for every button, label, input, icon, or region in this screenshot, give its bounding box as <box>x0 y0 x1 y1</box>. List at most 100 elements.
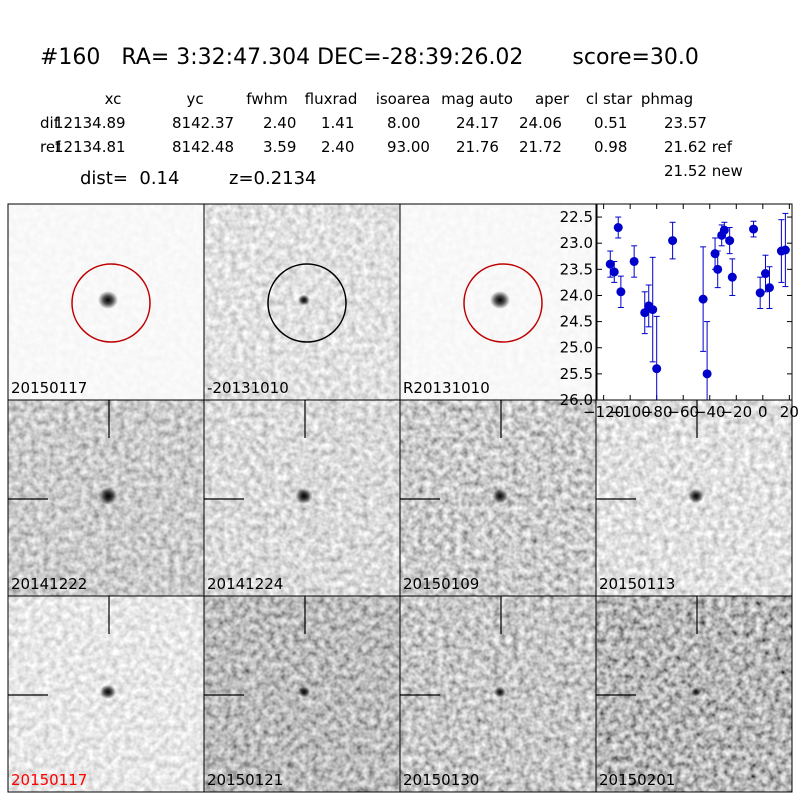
dist: dist= 0.14 <box>80 168 179 189</box>
point <box>749 224 759 234</box>
point <box>702 369 712 379</box>
image-panel: 20150113 <box>595 399 793 597</box>
column-header: phmag <box>641 90 693 108</box>
image-panel: 20141222 <box>7 399 205 597</box>
panel-label: -20131010 <box>207 379 289 397</box>
y-tick-label: 25.5 <box>560 365 593 383</box>
point <box>755 288 765 298</box>
plot-area <box>597 204 792 400</box>
cell: 24.06 <box>519 114 562 132</box>
x-tick-label: −40 <box>694 403 726 421</box>
x-tick-label: −100 <box>610 403 651 421</box>
panel-label: 20150117 <box>11 771 87 789</box>
cell: 2.40 <box>321 138 354 156</box>
source <box>492 488 508 504</box>
aperture <box>71 263 151 343</box>
point <box>764 283 774 293</box>
source <box>490 291 510 309</box>
x-tick-label: −60 <box>667 403 699 421</box>
source <box>298 294 310 306</box>
plot-border <box>596 203 793 401</box>
source <box>100 684 116 700</box>
y-tick-label: 25.0 <box>560 339 593 357</box>
cell: 8142.37 <box>172 114 234 132</box>
y-tick-label: 24.0 <box>560 286 593 304</box>
cell: 0.51 <box>594 114 627 132</box>
panel-label: 20150117 <box>11 379 87 397</box>
point <box>609 267 619 277</box>
points <box>605 212 790 400</box>
panel-label: R20131010 <box>403 379 490 397</box>
cell: 0.98 <box>594 138 627 156</box>
cell: 93.00 <box>387 138 430 156</box>
cell: 12134.81 <box>54 138 126 156</box>
cell: 23.57 <box>664 114 707 132</box>
cell: 1.41 <box>321 114 354 132</box>
y-tick-label: 23.5 <box>560 260 593 278</box>
column-header: fluxrad <box>305 90 358 108</box>
point <box>780 245 790 255</box>
column-header: isoarea <box>376 90 431 108</box>
redshift: z=0.2134 <box>229 168 317 189</box>
source <box>494 686 506 698</box>
cell: 8142.48 <box>172 138 234 156</box>
image-panel: R20131010 <box>399 203 597 401</box>
point <box>648 305 658 315</box>
panel-label: 20150109 <box>403 575 479 593</box>
panel-label: 20150113 <box>599 575 675 593</box>
row-label: dif <box>40 114 60 132</box>
column-header: cl star <box>586 90 633 108</box>
panel-border <box>595 595 793 793</box>
y-tick-label: 22.5 <box>560 208 593 226</box>
source <box>98 487 118 505</box>
source <box>295 487 313 505</box>
point <box>713 264 723 274</box>
aperture <box>463 263 543 343</box>
column-header: yc <box>186 90 203 108</box>
point <box>698 294 708 304</box>
point <box>616 287 626 297</box>
image-panel: 20150201 <box>595 595 793 793</box>
cell: 21.72 <box>519 138 562 156</box>
x-tick-label: 0 <box>758 403 768 421</box>
x-tick-label: −20 <box>720 403 752 421</box>
point <box>652 364 662 374</box>
cell: 3.59 <box>263 138 296 156</box>
y-tick-label: 23.0 <box>560 234 593 252</box>
source <box>691 687 701 697</box>
cell: 21.62 ref <box>664 138 733 156</box>
panel-label: 20150201 <box>599 771 675 789</box>
point <box>668 236 678 246</box>
title: #160 RA= 3:32:47.304 DEC=-28:39:26.02 sc… <box>40 45 699 70</box>
point <box>760 269 770 279</box>
panel-label: 20150121 <box>207 771 283 789</box>
image-panel: -20131010 <box>203 203 401 401</box>
cell: 12134.89 <box>54 114 126 132</box>
image-panel: 20150109 <box>399 399 597 597</box>
image-panel: 20150117 <box>7 203 205 401</box>
cell: 2.40 <box>263 114 296 132</box>
row-label: ref <box>40 138 61 156</box>
point <box>605 259 615 269</box>
extra-mag: 21.52 new <box>664 162 743 180</box>
aperture <box>267 263 347 343</box>
image-panel: 20141224 <box>203 399 401 597</box>
point <box>629 256 639 266</box>
column-header: xc <box>105 90 122 108</box>
panel-label: 20141222 <box>11 575 87 593</box>
cell: 24.17 <box>456 114 499 132</box>
panel-label: 20150130 <box>403 771 479 789</box>
point <box>640 308 650 318</box>
point <box>613 223 623 233</box>
cell: 21.76 <box>456 138 499 156</box>
image-panel: 20150130 <box>399 595 597 793</box>
x-tick-label: 20 <box>780 403 799 421</box>
cell: 8.00 <box>387 114 420 132</box>
y-tick-label: 24.5 <box>560 313 593 331</box>
panel-label: 20141224 <box>207 575 283 593</box>
y-tick-label: 26.0 <box>560 391 593 409</box>
image-panel: 20150121 <box>203 595 401 793</box>
point <box>719 225 729 235</box>
image-panel: 20150117 <box>7 595 205 793</box>
